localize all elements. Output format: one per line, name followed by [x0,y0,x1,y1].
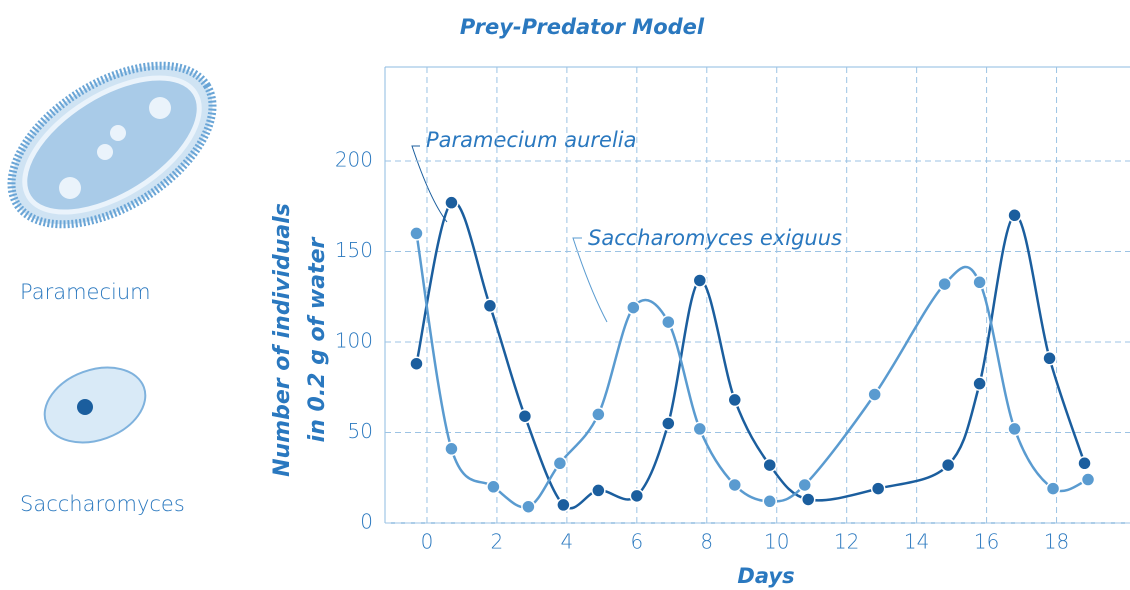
illustration-caption: Paramecium [20,280,151,304]
y-tick-label: 0 [360,510,373,534]
data-point [487,480,500,493]
data-point [973,377,986,390]
data-point [693,274,706,287]
paramecium-illustration [0,33,240,257]
series-label: Paramecium aurelia [426,128,637,152]
chart: Paramecium Saccharomyces Prey-Predator M… [0,0,1130,590]
data-point [1008,209,1021,222]
y-axis-label: Number of individuals [270,203,295,477]
x-tick-label: 2 [491,530,504,554]
data-point [868,388,881,401]
data-point [872,482,885,495]
data-point [553,457,566,470]
saccharomyces-illustration [34,354,156,455]
data-point [1043,352,1056,365]
data-point [1047,482,1060,495]
y-axis-label: in 0.2 g of water [305,236,330,442]
data-point [973,276,986,289]
data-point [522,500,535,513]
x-tick-label: 12 [834,530,859,554]
data-point [445,442,458,455]
data-point [798,478,811,491]
data-point [557,498,570,511]
x-tick-label: 6 [630,530,643,554]
y-tick-label: 50 [348,419,373,443]
data-point [693,422,706,435]
series-label: Saccharomyces exiguus [588,226,842,250]
y-tick-label: 150 [335,238,373,262]
data-point [1008,422,1021,435]
y-tick-label: 100 [335,329,373,353]
data-point [1082,473,1095,486]
data-point [662,316,675,329]
leader-line [573,238,607,322]
data-point [630,489,643,502]
leader-line [412,146,447,222]
x-axis-label: Days [737,564,794,588]
chart-title: Prey-Predator Model [460,15,705,39]
data-point [410,227,423,240]
illustration-caption: Saccharomyces [20,492,185,516]
x-tick-label: 10 [764,530,789,554]
data-point [662,417,675,430]
data-point [592,484,605,497]
x-tick-label: 18 [1044,530,1069,554]
data-point [627,301,640,314]
data-point [1078,457,1091,470]
data-point [728,393,741,406]
series-line [416,233,1088,507]
data-point [518,410,531,423]
data-point [763,459,776,472]
data-point [445,196,458,209]
data-point [483,299,496,312]
data-point [942,459,955,472]
x-tick-label: 14 [904,530,929,554]
x-tick-label: 8 [700,530,713,554]
data-point [802,493,815,506]
x-tick-label: 0 [421,530,434,554]
x-tick-label: 4 [561,530,574,554]
data-point [728,478,741,491]
data-point [592,408,605,421]
x-tick-label: 16 [974,530,999,554]
data-point [410,357,423,370]
data-point [763,495,776,508]
y-tick-label: 200 [335,148,373,172]
data-point [938,278,951,291]
